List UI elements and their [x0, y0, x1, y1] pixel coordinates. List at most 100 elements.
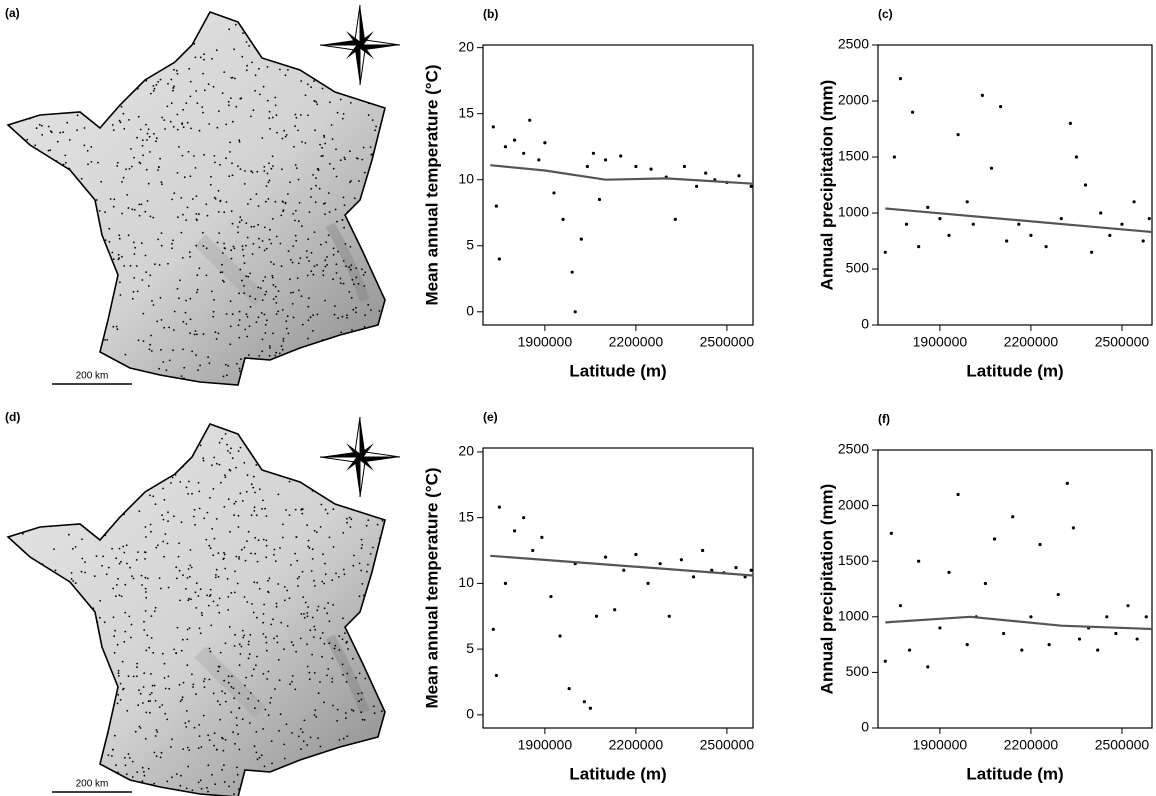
- point: [911, 111, 914, 114]
- map-dot: [340, 159, 342, 161]
- map-dot: [313, 626, 315, 628]
- map-dot: [272, 218, 274, 220]
- map-dot: [234, 247, 236, 249]
- map-dot: [218, 190, 220, 192]
- map-dot: [109, 241, 111, 243]
- map-dot: [323, 583, 325, 585]
- point: [938, 626, 941, 629]
- map-dot: [333, 546, 335, 548]
- map-dot: [166, 781, 168, 783]
- point: [1069, 122, 1072, 125]
- map-dot: [163, 556, 165, 558]
- map-dot: [229, 469, 231, 471]
- map-dot: [143, 771, 145, 773]
- map-dot: [239, 643, 241, 645]
- map-dot: [270, 243, 272, 245]
- map-dot: [261, 508, 263, 510]
- map-dot: [136, 559, 138, 561]
- map-dot: [175, 566, 177, 568]
- map-dot: [326, 612, 328, 614]
- map-dot: [264, 332, 266, 334]
- map-dot: [234, 645, 236, 647]
- map-dot: [255, 74, 257, 76]
- point: [646, 582, 649, 585]
- map-dot: [228, 786, 230, 788]
- map-dot: [205, 203, 207, 205]
- x-tick-label: 2200000: [1004, 334, 1059, 350]
- map-dot: [188, 151, 190, 153]
- map-dot: [294, 220, 296, 222]
- point: [495, 205, 498, 208]
- map-dot: [331, 681, 333, 683]
- map-dot: [190, 127, 192, 129]
- map-dot: [130, 637, 132, 639]
- map-dot: [128, 234, 130, 236]
- point: [1142, 239, 1145, 242]
- map-dot: [231, 162, 233, 164]
- map-dot: [265, 291, 267, 293]
- map-dot: [334, 645, 336, 647]
- map-dot: [200, 746, 202, 748]
- map-dot: [268, 198, 270, 200]
- map-dot: [133, 157, 135, 159]
- map-dot: [324, 607, 326, 609]
- map-dot: [318, 692, 320, 694]
- map-dot: [174, 311, 176, 313]
- map-dot: [265, 556, 267, 558]
- map-dot: [114, 735, 116, 737]
- map-dot: [151, 692, 153, 694]
- map-dot: [167, 511, 169, 513]
- map-dot: [366, 525, 368, 527]
- map-dot: [275, 302, 277, 304]
- map-dot: [312, 330, 314, 332]
- map-dot: [177, 114, 179, 116]
- map-dot: [119, 594, 121, 596]
- map-dot: [315, 177, 317, 179]
- map-dot: [126, 710, 128, 712]
- map-dot: [269, 128, 271, 130]
- map-dot: [306, 643, 308, 645]
- point: [917, 560, 920, 563]
- map-dot: [353, 283, 355, 285]
- map-dot: [177, 129, 179, 131]
- map-dot: [133, 242, 135, 244]
- map-dot: [327, 602, 329, 604]
- point: [1029, 615, 1032, 618]
- map-dot: [41, 134, 43, 136]
- map-dot: [120, 561, 122, 563]
- point: [498, 506, 501, 509]
- map-dot: [239, 664, 241, 666]
- map-dot: [230, 447, 232, 449]
- map-dot: [221, 737, 223, 739]
- map-dot: [258, 238, 260, 240]
- map-dot: [113, 206, 115, 208]
- map-dot: [185, 312, 187, 314]
- point: [1136, 637, 1139, 640]
- point: [1108, 234, 1111, 237]
- map-dot: [148, 768, 150, 770]
- map-dot: [188, 481, 190, 483]
- map-dot: [267, 591, 269, 593]
- map-dot: [283, 340, 285, 342]
- map-dot: [96, 555, 98, 557]
- map-dot: [171, 738, 173, 740]
- map-dot: [233, 514, 235, 516]
- map-dot: [230, 326, 232, 328]
- map-dot: [177, 73, 179, 75]
- map-dot: [306, 524, 308, 526]
- map-dot: [238, 692, 240, 694]
- map-dot: [198, 782, 200, 784]
- map-dot: [344, 632, 346, 634]
- map-dot: [224, 474, 226, 476]
- map-dot: [248, 644, 250, 646]
- map: [8, 12, 385, 385]
- map-dot: [299, 257, 301, 259]
- map-dot: [117, 703, 119, 705]
- map-dot: [209, 362, 211, 364]
- map-dot: [227, 578, 229, 580]
- map-dot: [202, 232, 204, 234]
- map-dot: [181, 521, 183, 523]
- map-dot: [223, 506, 225, 508]
- point: [674, 218, 677, 221]
- map-dot: [245, 560, 247, 562]
